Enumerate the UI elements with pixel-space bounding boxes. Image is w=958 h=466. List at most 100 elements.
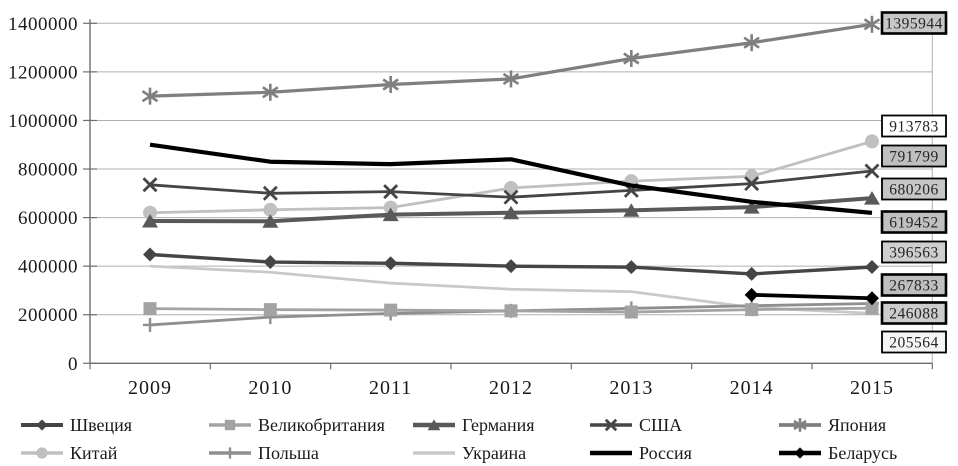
- end-value-label: 791799: [881, 144, 947, 168]
- end-value-label-box: [880, 11, 948, 35]
- legend-marker-icon: [590, 418, 632, 432]
- diamond-marker-icon: [864, 259, 879, 274]
- end-value-label: 619452: [880, 210, 948, 234]
- series-3: [142, 191, 880, 228]
- square-marker-icon: [504, 304, 518, 318]
- y-axis-tick-label: 200000: [18, 305, 78, 326]
- legend-item: Беларусь: [778, 443, 897, 463]
- x-axis-tick-label: 2010: [248, 377, 292, 399]
- x-axis-tick-label: 2015: [850, 377, 894, 399]
- diamond-marker-icon: [143, 247, 157, 262]
- x-marker-icon: [262, 185, 278, 201]
- y-axis-tick-label: 800000: [18, 160, 78, 181]
- legend-marker-icon: [413, 419, 455, 431]
- triangle-marker-icon: [623, 203, 640, 217]
- end-value-label-box: [880, 210, 948, 234]
- x-marker-icon: [744, 176, 760, 192]
- line-chart: 0 200000 400000 600000 800000 1000000 1200000 1…: [8, 11, 948, 399]
- triangle-marker-icon: [502, 205, 519, 220]
- star-marker-icon: [502, 72, 520, 85]
- end-value-label-text: 396563: [889, 245, 939, 262]
- legend-label: Швеция: [70, 414, 133, 435]
- legend-item: Япония: [778, 415, 886, 435]
- end-value-label-box: [881, 240, 947, 264]
- end-value-label-box: [880, 301, 948, 325]
- square-marker-icon: [224, 419, 236, 431]
- end-value-label-text: 791799: [889, 149, 939, 166]
- legend-label: Польша: [258, 442, 319, 463]
- diamond-marker-icon: [263, 255, 278, 270]
- y-axis-tick-label: 400000: [18, 257, 78, 278]
- legend-marker-icon: [21, 419, 63, 431]
- circle-marker-icon: [383, 200, 398, 215]
- diamond-marker-icon: [794, 447, 806, 459]
- x-marker-icon: [503, 189, 519, 205]
- y-axis-tick-label: 1000000: [8, 111, 78, 132]
- legend-marker-icon: [779, 418, 821, 432]
- legend-item: Швеция: [20, 415, 132, 435]
- end-value-label-box: [881, 144, 947, 168]
- square-marker-icon: [745, 303, 759, 317]
- x-marker-icon: [383, 184, 399, 200]
- series-4: [142, 163, 880, 205]
- end-value-label-text: 1395944: [885, 16, 943, 33]
- series-5: [141, 15, 881, 105]
- square-marker-icon: [263, 303, 277, 317]
- series-line: [751, 292, 873, 301]
- x-marker-icon: [142, 177, 158, 193]
- square-marker-icon: [143, 302, 157, 316]
- end-value-label-box: [881, 177, 947, 201]
- x-marker-icon: [864, 163, 880, 179]
- circle-marker-icon: [263, 202, 278, 217]
- y-axis-tick-label: 1400000: [8, 14, 78, 35]
- circle-marker-icon: [503, 180, 518, 195]
- series-line: [149, 142, 873, 215]
- legend-label: Япония: [828, 414, 887, 435]
- star-marker-icon: [382, 78, 399, 91]
- legend-label: Германия: [462, 414, 535, 435]
- diamond-marker-icon: [744, 287, 759, 302]
- diamond-marker-icon: [36, 419, 48, 431]
- diamond-marker-icon: [624, 260, 639, 275]
- legend-marker-icon: [209, 447, 251, 459]
- end-value-label: 1395944: [880, 11, 948, 35]
- end-value-label-text: 619452: [889, 215, 939, 232]
- x-axis-tick-label: 2011: [369, 377, 412, 399]
- star-marker-icon: [141, 90, 159, 103]
- triangle-marker-icon: [863, 191, 880, 205]
- triangle-marker-icon: [142, 213, 158, 228]
- x-axis-tick-label: 2013: [609, 377, 653, 399]
- triangle-marker-icon: [743, 200, 760, 214]
- legend-item: Китай: [20, 443, 117, 463]
- x-marker-icon: [604, 418, 618, 432]
- end-value-label: 396563: [881, 240, 947, 264]
- legend-marker-icon: [209, 419, 251, 431]
- series-1: [143, 247, 879, 281]
- end-value-label-text: 246088: [889, 306, 939, 323]
- star-marker-icon: [793, 419, 807, 431]
- y-axis-tick-label: 0: [68, 354, 78, 375]
- legend-item: Германия: [412, 415, 535, 435]
- legend-label: Беларусь: [828, 442, 898, 463]
- legend-label: Россия: [639, 442, 692, 463]
- legend-item: Украина: [412, 443, 526, 463]
- end-value-label-text: 913783: [889, 119, 939, 136]
- end-value-label: 205564: [881, 330, 947, 354]
- diamond-marker-icon: [864, 291, 879, 306]
- end-value-label: 246088: [880, 301, 948, 325]
- circle-marker-icon: [744, 169, 759, 184]
- triangle-marker-icon: [262, 214, 279, 228]
- legend-label: США: [639, 414, 683, 435]
- legend-item: Великобритания: [208, 415, 385, 435]
- legend-label: Китай: [70, 442, 118, 463]
- series-2: [143, 301, 879, 319]
- legend-item: Россия: [589, 443, 692, 463]
- end-value-label: 267833: [880, 273, 948, 297]
- triangle-marker-icon: [427, 419, 441, 431]
- square-marker-icon: [624, 305, 638, 319]
- circle-marker-icon: [864, 134, 879, 149]
- legend-marker-icon: [413, 451, 455, 455]
- legend-label: Великобритания: [258, 414, 385, 435]
- legend-marker-icon: [590, 450, 632, 456]
